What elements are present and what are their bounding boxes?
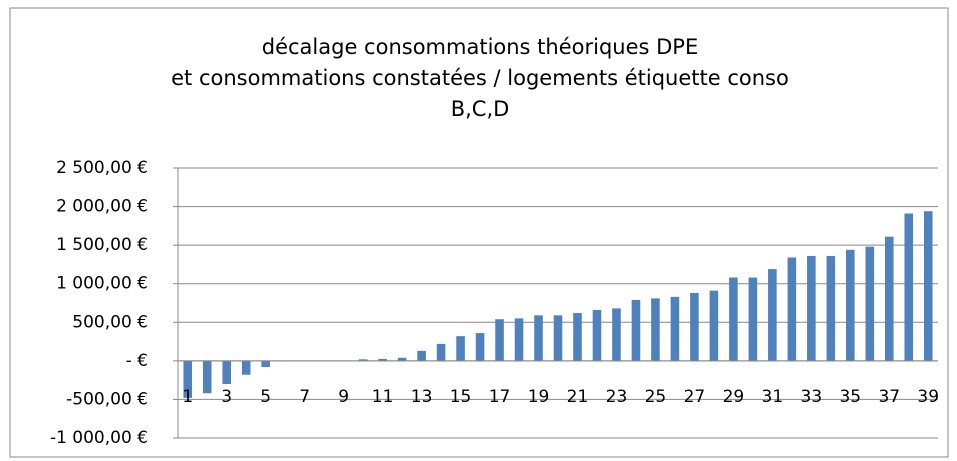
y-tick-label: 2 500,00 €: [56, 158, 148, 178]
y-tick-label: 2 000,00 €: [56, 197, 148, 217]
x-tick-label: 17: [489, 387, 511, 407]
x-tick-label: 29: [723, 387, 745, 407]
bar: [651, 298, 660, 361]
chart-frame: [9, 7, 949, 458]
bar: [553, 315, 563, 361]
bar: [222, 360, 232, 384]
bar: [456, 336, 465, 361]
chart-title: décalage consommations théoriques DPE: [262, 35, 698, 59]
bar: [514, 318, 524, 361]
bar: [534, 315, 543, 361]
x-tick-label: 13: [411, 387, 433, 407]
bar: [241, 360, 251, 375]
bar: [261, 360, 270, 368]
y-tick-label: - €: [126, 351, 148, 371]
bar: [826, 255, 836, 361]
x-tick-label: 27: [684, 387, 706, 407]
x-tick-label: 9: [338, 387, 349, 407]
bar: [358, 359, 368, 361]
x-tick-label: 19: [528, 387, 550, 407]
bar: [884, 236, 894, 361]
bar: [475, 333, 485, 361]
bar: [436, 343, 446, 361]
bar: [729, 277, 738, 361]
bar: [397, 357, 407, 361]
x-tick-label: 15: [450, 387, 472, 407]
x-tick-label: 21: [567, 387, 589, 407]
bar: [807, 255, 816, 361]
x-tick-label: 7: [299, 387, 310, 407]
bar: [378, 358, 387, 361]
bar: [202, 360, 212, 394]
y-tick-label: -1 000,00 €: [50, 428, 148, 448]
x-tick-label: 31: [762, 387, 784, 407]
bar: [768, 269, 777, 361]
bar: [923, 211, 933, 361]
bar: [865, 246, 875, 361]
bar: [592, 309, 602, 361]
y-tick-label: 1 000,00 €: [56, 274, 148, 294]
y-tick-label: 500,00 €: [72, 312, 148, 332]
x-tick-label: 5: [260, 387, 271, 407]
x-tick-label: 37: [878, 387, 900, 407]
bar: [690, 292, 699, 361]
bar: [183, 360, 193, 398]
chart-title: B,C,D: [451, 97, 510, 121]
y-tick-label: -500,00 €: [66, 389, 148, 409]
bar: [417, 350, 426, 361]
y-tick-label: 1 500,00 €: [56, 235, 148, 255]
x-tick-label: 1: [182, 387, 193, 407]
x-tick-label: 33: [801, 387, 823, 407]
x-tick-label: 11: [372, 387, 394, 407]
bar: [904, 213, 914, 361]
bar: [495, 319, 504, 361]
x-tick-label: 23: [606, 387, 628, 407]
bar: [612, 308, 621, 361]
x-tick-label: 3: [221, 387, 232, 407]
x-tick-label: 39: [917, 387, 939, 407]
x-tick-label: 35: [839, 387, 861, 407]
bar: [846, 249, 855, 361]
bar: [709, 290, 719, 361]
chart-title: et consommations constatées / logements …: [171, 66, 789, 90]
bar: [573, 313, 582, 361]
bar: [748, 277, 758, 361]
bar: [631, 299, 641, 361]
bar: [670, 296, 680, 361]
bar: [787, 257, 797, 361]
x-tick-label: 25: [645, 387, 667, 407]
